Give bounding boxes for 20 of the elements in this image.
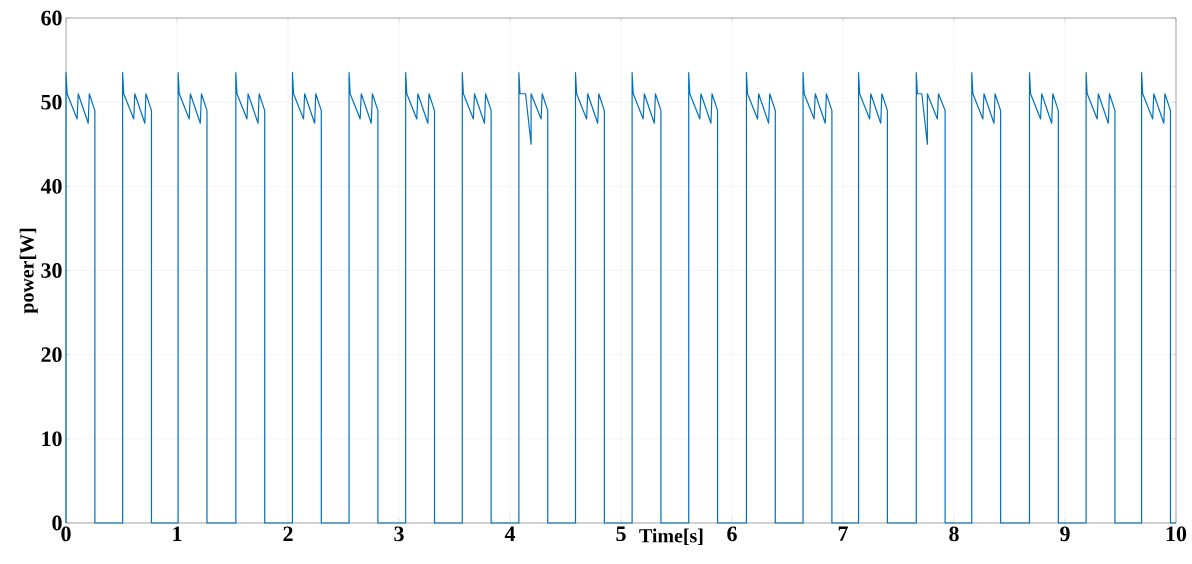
x-axis-title: Time[s] (639, 528, 703, 545)
y-tick-label: 0 (52, 515, 62, 531)
y-axis-title: power[W] (19, 228, 38, 314)
line-series (65, 72, 1177, 524)
x-tick-label: 9 (1060, 526, 1070, 542)
x-tick-label: 5 (616, 526, 626, 542)
y-tick-label: 30 (41, 263, 62, 278)
y-tick-label: 20 (41, 347, 62, 363)
y-tick-label: 60 (41, 10, 62, 26)
x-tick-label: 1 (173, 526, 182, 541)
x-tick-label: 8 (949, 526, 959, 542)
x-tick-label: 6 (727, 526, 737, 542)
x-tick-label: 4 (504, 526, 516, 541)
x-tick-label: 10 (1166, 526, 1187, 542)
x-tick-label: 3 (394, 526, 404, 542)
x-tick-label: 2 (283, 526, 293, 542)
y-tick-label: 40 (40, 178, 62, 194)
x-tick-label: 7 (838, 526, 848, 541)
y-tick-label: 10 (42, 431, 62, 447)
y-tick-label: 50 (41, 94, 62, 110)
